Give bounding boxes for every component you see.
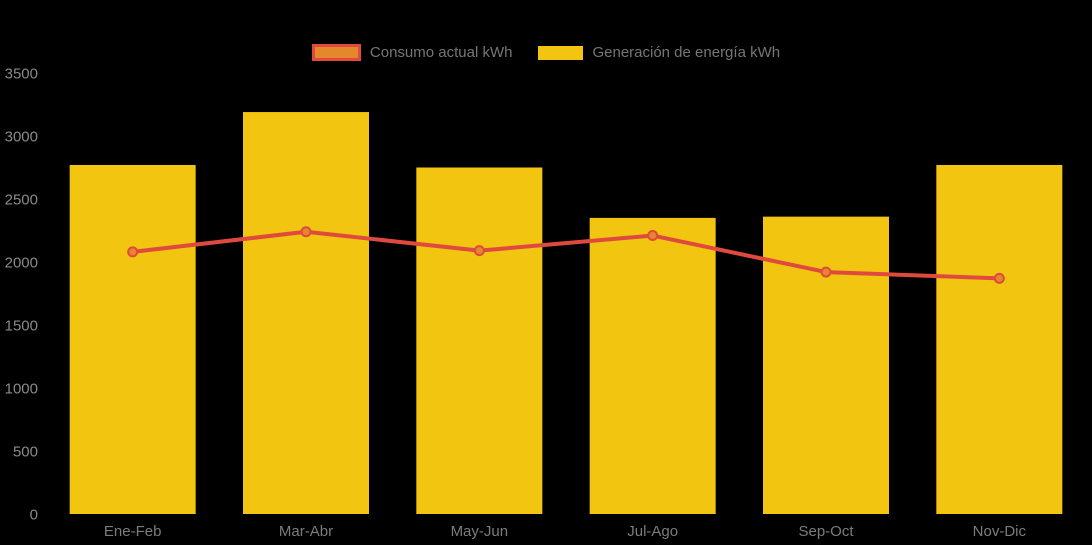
line-point-consumo: [993, 272, 1005, 284]
bar-series-generacion: [69, 112, 1063, 515]
line-consumo: [130, 229, 1002, 281]
bar-generacion: [69, 164, 196, 515]
y-axis-tick-label: 0: [30, 506, 38, 523]
bar-generacion: [416, 167, 543, 514]
legend-label-generacion: Generación de energía kWh: [592, 44, 781, 61]
y-axis-tick-label: 2500: [5, 191, 38, 208]
y-axis-tick-label: 3000: [5, 128, 38, 145]
y-axis-tick-label: 1000: [5, 380, 38, 397]
y-axis-tick-label: 1500: [5, 317, 38, 334]
x-axis-category-label: Nov-Dic: [973, 523, 1027, 540]
line-point-consumo: [473, 245, 485, 257]
x-axis-category-label: Sep-Oct: [798, 523, 854, 540]
legend-label-consumo: Consumo actual kWh: [369, 44, 513, 61]
line-series-consumo: [127, 226, 1005, 284]
x-axis-category-label: May-Jun: [451, 523, 509, 540]
bar-generacion: [589, 217, 716, 514]
line-point-consumo: [300, 226, 312, 238]
x-axis-category-label: Ene-Feb: [104, 523, 162, 540]
legend-item-consumo[interactable]: Consumo actual kWh: [311, 44, 513, 61]
x-axis-category-label: Mar-Abr: [279, 523, 333, 540]
y-axis-tick-label: 3500: [5, 65, 38, 82]
bar-generacion: [763, 216, 889, 514]
legend-item-generacion[interactable]: Generación de energía kWh: [538, 45, 780, 60]
line-point-consumo: [127, 246, 139, 258]
chart-legend: Consumo actual kWh Generación de energía…: [0, 44, 1092, 61]
x-axis: Ene-Feb Mar-Abr May-Jun Jul-Ago Sep-Oct Nov-D…: [104, 523, 1027, 540]
line-point-consumo: [820, 266, 832, 278]
x-axis-category-label: Jul-Ago: [627, 523, 678, 540]
bar-generacion: [936, 164, 1063, 515]
y-axis-tick-label: 2000: [5, 254, 38, 271]
generacion-bar-swatch-icon: [538, 45, 584, 60]
bar-generacion: [243, 112, 369, 514]
consumo-line-swatch-icon: [311, 44, 361, 61]
y-axis-tick-label: 500: [13, 443, 38, 460]
line-point-consumo: [647, 230, 659, 242]
y-axis: 0 500 1000 1500 2000 2500 3000 3500: [5, 65, 38, 523]
